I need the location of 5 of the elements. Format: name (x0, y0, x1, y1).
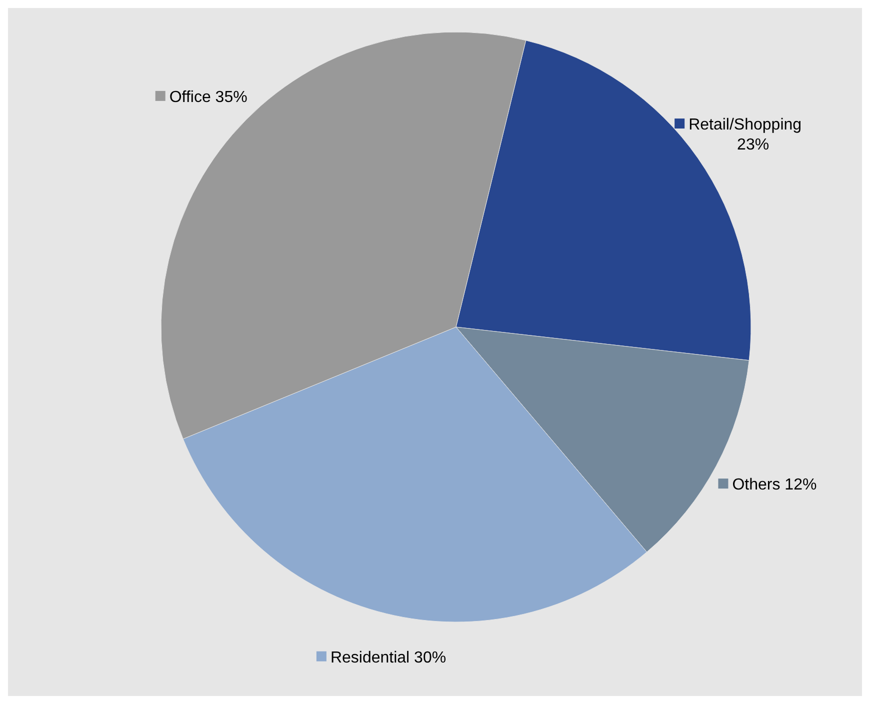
legend-label: Residential 30% (330, 649, 446, 666)
data-label: 23% (737, 136, 770, 154)
legend-label: Retail/Shopping (688, 116, 802, 134)
legend-label: Office 35% (169, 88, 248, 106)
legend-label: Others 12% (732, 476, 817, 494)
